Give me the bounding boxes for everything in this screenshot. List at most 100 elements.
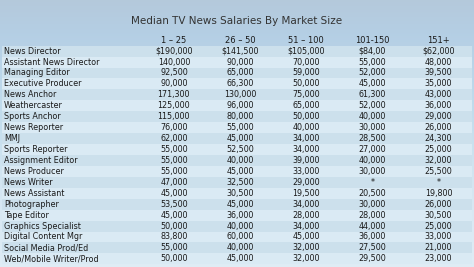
- Bar: [2, 199, 472, 210]
- Text: 40,000: 40,000: [359, 156, 386, 165]
- Text: 32,000: 32,000: [425, 156, 452, 165]
- Text: 80,000: 80,000: [227, 112, 254, 121]
- Text: 1 – 25: 1 – 25: [161, 36, 186, 45]
- Text: 52,000: 52,000: [358, 68, 386, 77]
- Bar: [2, 100, 472, 111]
- Text: 62,000: 62,000: [160, 134, 188, 143]
- Text: 24,300: 24,300: [425, 134, 452, 143]
- Text: 83,800: 83,800: [160, 233, 188, 241]
- Text: 45,000: 45,000: [226, 167, 254, 176]
- Text: Digital Content Mgr: Digital Content Mgr: [4, 233, 82, 241]
- Text: 53,500: 53,500: [160, 200, 188, 209]
- Text: 59,000: 59,000: [292, 68, 320, 77]
- Text: 61,300: 61,300: [359, 90, 386, 99]
- Text: 34,000: 34,000: [292, 200, 320, 209]
- Text: 30,000: 30,000: [359, 123, 386, 132]
- Text: 29,500: 29,500: [358, 254, 386, 263]
- Text: 45,000: 45,000: [226, 254, 254, 263]
- Text: $62,000: $62,000: [422, 47, 455, 56]
- Text: 28,000: 28,000: [292, 211, 320, 220]
- Bar: [2, 133, 472, 144]
- Text: 30,000: 30,000: [359, 167, 386, 176]
- Bar: [2, 177, 472, 188]
- Text: 70,000: 70,000: [292, 58, 320, 66]
- Text: 115,000: 115,000: [158, 112, 190, 121]
- Text: 76,000: 76,000: [160, 123, 188, 132]
- Text: 40,000: 40,000: [359, 112, 386, 121]
- Text: 50,000: 50,000: [160, 222, 188, 231]
- Text: 25,500: 25,500: [425, 167, 452, 176]
- Text: 50,000: 50,000: [292, 112, 320, 121]
- Text: Assistant News Director: Assistant News Director: [4, 58, 99, 66]
- Text: 45,000: 45,000: [292, 233, 320, 241]
- Bar: [2, 89, 472, 100]
- Text: MMJ: MMJ: [4, 134, 20, 143]
- Text: 43,000: 43,000: [425, 90, 452, 99]
- Bar: [2, 166, 472, 177]
- Text: 26,000: 26,000: [425, 200, 452, 209]
- Text: $141,500: $141,500: [221, 47, 259, 56]
- Text: Weathercaster: Weathercaster: [4, 101, 63, 110]
- Text: 32,000: 32,000: [292, 254, 320, 263]
- Text: 34,000: 34,000: [292, 134, 320, 143]
- Bar: [2, 68, 472, 78]
- Text: Executive Producer: Executive Producer: [4, 79, 82, 88]
- Bar: [2, 57, 472, 68]
- Text: Assignment Editor: Assignment Editor: [4, 156, 77, 165]
- Text: 171,300: 171,300: [158, 90, 190, 99]
- Text: 21,000: 21,000: [425, 244, 452, 252]
- Bar: [2, 111, 472, 122]
- Text: 50,000: 50,000: [292, 79, 320, 88]
- Text: 151+: 151+: [427, 36, 450, 45]
- Text: News Assistant: News Assistant: [4, 189, 64, 198]
- Text: 25,000: 25,000: [425, 145, 452, 154]
- Text: 65,000: 65,000: [226, 68, 254, 77]
- Text: 30,500: 30,500: [425, 211, 452, 220]
- Text: 33,000: 33,000: [292, 167, 320, 176]
- Text: 34,000: 34,000: [292, 222, 320, 231]
- Text: $84,00: $84,00: [359, 47, 386, 56]
- Text: 52,000: 52,000: [358, 101, 386, 110]
- Text: 96,000: 96,000: [226, 101, 254, 110]
- Text: *: *: [370, 178, 374, 187]
- Text: 40,000: 40,000: [227, 222, 254, 231]
- Text: 60,000: 60,000: [227, 233, 254, 241]
- Bar: [2, 231, 472, 242]
- Text: 52,500: 52,500: [226, 145, 254, 154]
- Bar: [2, 242, 472, 253]
- Text: 55,000: 55,000: [160, 156, 188, 165]
- Text: 39,500: 39,500: [425, 68, 452, 77]
- Text: 92,500: 92,500: [160, 68, 188, 77]
- Text: Sports Reporter: Sports Reporter: [4, 145, 67, 154]
- Text: 32,000: 32,000: [292, 244, 320, 252]
- Text: 19,800: 19,800: [425, 189, 452, 198]
- Text: 55,000: 55,000: [160, 145, 188, 154]
- Text: 55,000: 55,000: [160, 244, 188, 252]
- Text: 29,000: 29,000: [425, 112, 452, 121]
- Text: 30,500: 30,500: [226, 189, 254, 198]
- Text: 40,000: 40,000: [292, 123, 320, 132]
- Text: 44,000: 44,000: [359, 222, 386, 231]
- Text: 51 – 100: 51 – 100: [288, 36, 324, 45]
- Text: 90,000: 90,000: [226, 58, 254, 66]
- Text: 36,000: 36,000: [359, 233, 386, 241]
- Text: Web/Mobile Writer/Prod: Web/Mobile Writer/Prod: [4, 254, 99, 263]
- Text: *: *: [437, 178, 440, 187]
- Text: 45,000: 45,000: [226, 134, 254, 143]
- Text: 39,000: 39,000: [292, 156, 320, 165]
- Text: 90,000: 90,000: [160, 79, 188, 88]
- Text: 34,000: 34,000: [292, 145, 320, 154]
- Text: News Reporter: News Reporter: [4, 123, 63, 132]
- Text: 28,000: 28,000: [359, 211, 386, 220]
- Text: News Anchor: News Anchor: [4, 90, 56, 99]
- Text: 40,000: 40,000: [227, 244, 254, 252]
- Text: Median TV News Salaries By Market Size: Median TV News Salaries By Market Size: [131, 16, 343, 26]
- Text: $105,000: $105,000: [287, 47, 325, 56]
- Text: 75,000: 75,000: [292, 90, 320, 99]
- Text: News Director: News Director: [4, 47, 60, 56]
- Text: 35,000: 35,000: [425, 79, 452, 88]
- Bar: [2, 221, 472, 231]
- Text: 27,000: 27,000: [358, 145, 386, 154]
- Text: 23,000: 23,000: [425, 254, 452, 263]
- Bar: [2, 78, 472, 89]
